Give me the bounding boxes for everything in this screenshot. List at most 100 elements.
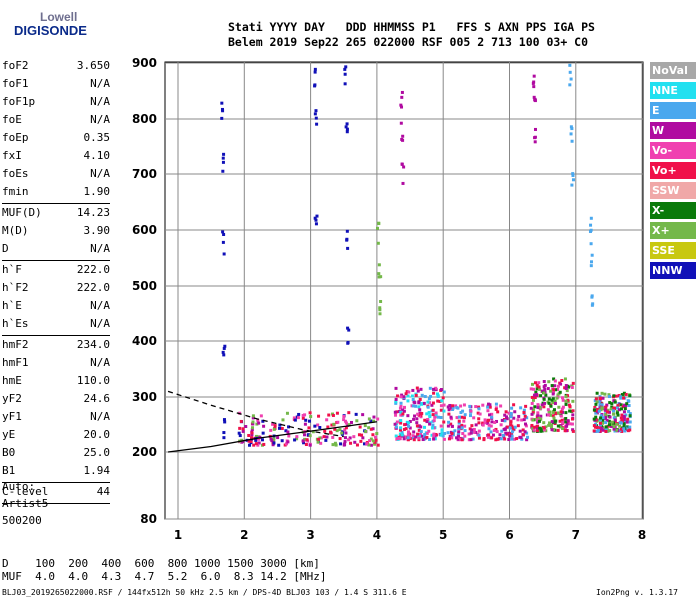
echo-point xyxy=(349,441,353,445)
echo-point xyxy=(619,403,623,407)
echo-point xyxy=(589,223,593,227)
echo-point xyxy=(255,422,259,426)
echo-point xyxy=(400,162,404,166)
echo-point xyxy=(339,442,343,446)
echo-point xyxy=(402,437,406,441)
echo-point xyxy=(495,430,499,434)
echo-point xyxy=(533,140,537,144)
param-value: N/A xyxy=(90,167,110,180)
echo-point xyxy=(508,426,512,430)
echo-point xyxy=(560,407,564,411)
echo-point xyxy=(593,425,597,429)
echo-point xyxy=(547,397,551,401)
echo-point xyxy=(559,382,563,386)
echo-point xyxy=(628,425,632,429)
echo-point xyxy=(494,419,498,423)
echo-point xyxy=(256,418,260,422)
echo-point xyxy=(399,103,403,107)
echo-point xyxy=(460,423,464,427)
echo-point xyxy=(406,421,410,425)
echo-point xyxy=(607,423,611,427)
echo-point xyxy=(308,443,312,447)
echo-point xyxy=(411,434,415,438)
echo-point xyxy=(617,408,621,412)
echo-point xyxy=(526,435,530,439)
echo-point xyxy=(503,413,507,417)
echo-point xyxy=(537,387,541,391)
echo-point xyxy=(244,425,248,429)
echo-point xyxy=(251,420,255,424)
echo-point xyxy=(563,427,567,431)
echo-point xyxy=(558,419,562,423)
echo-point xyxy=(543,387,547,391)
echo-point xyxy=(558,390,562,394)
echo-point xyxy=(608,429,612,433)
echo-point xyxy=(592,408,596,412)
echo-point xyxy=(401,134,405,138)
param-row: foF1p N/A xyxy=(2,93,110,111)
echo-point xyxy=(607,410,611,414)
echo-point xyxy=(449,415,453,419)
echo-point xyxy=(428,437,432,441)
echo-point xyxy=(335,411,339,415)
echo-point xyxy=(533,425,537,429)
param-row: hmF1 N/A xyxy=(2,354,110,372)
echo-point xyxy=(551,410,555,414)
echo-point xyxy=(593,405,597,409)
echo-point xyxy=(257,421,261,425)
echo-point xyxy=(600,406,604,410)
echo-point xyxy=(402,165,406,169)
echo-point xyxy=(439,433,443,437)
echo-point xyxy=(260,438,264,442)
echo-point xyxy=(346,246,350,250)
echo-point xyxy=(504,410,508,414)
echo-point xyxy=(542,426,546,430)
param-row: hmE 110.0 xyxy=(2,372,110,390)
echo-point xyxy=(322,435,326,439)
echo-point xyxy=(327,413,331,417)
echo-point xyxy=(379,275,383,279)
echo-point xyxy=(516,424,520,428)
echo-point xyxy=(546,408,550,412)
param-name: foF2 xyxy=(2,59,29,72)
echo-point xyxy=(535,383,539,387)
echo-point xyxy=(402,395,406,399)
echo-point xyxy=(422,401,426,405)
echo-point xyxy=(448,434,452,438)
echo-point xyxy=(613,418,617,422)
echo-point xyxy=(223,420,227,424)
echo-point xyxy=(565,424,569,428)
echo-point xyxy=(363,424,367,428)
param-row: h`Es N/A xyxy=(2,315,110,333)
echo-point xyxy=(560,378,564,382)
echo-point xyxy=(490,415,494,419)
param-name: hmF1 xyxy=(2,356,29,369)
echo-point xyxy=(530,423,534,427)
echo-point xyxy=(532,80,536,84)
echo-point xyxy=(517,414,521,418)
param-value: N/A xyxy=(90,113,110,126)
echo-point xyxy=(292,416,296,420)
echo-point xyxy=(620,413,624,417)
echo-point xyxy=(398,406,402,410)
param-row: h`F 222.0 xyxy=(2,261,110,279)
echo-point xyxy=(531,418,535,422)
echo-point xyxy=(470,424,474,428)
echo-point xyxy=(551,414,555,418)
echo-point xyxy=(542,405,546,409)
echo-point xyxy=(500,418,504,422)
echo-point xyxy=(620,419,624,423)
echo-point xyxy=(414,393,418,397)
echo-point xyxy=(488,403,492,407)
echo-point xyxy=(620,393,624,397)
echo-point xyxy=(601,428,605,432)
echo-point xyxy=(571,428,575,432)
echo-point xyxy=(509,431,513,435)
echo-point xyxy=(459,411,463,415)
x-tick-label: 3 xyxy=(306,528,314,542)
echo-point xyxy=(418,397,422,401)
echo-point xyxy=(450,424,454,428)
echo-point xyxy=(550,428,554,432)
echo-point xyxy=(571,178,575,182)
echo-point xyxy=(314,222,318,226)
